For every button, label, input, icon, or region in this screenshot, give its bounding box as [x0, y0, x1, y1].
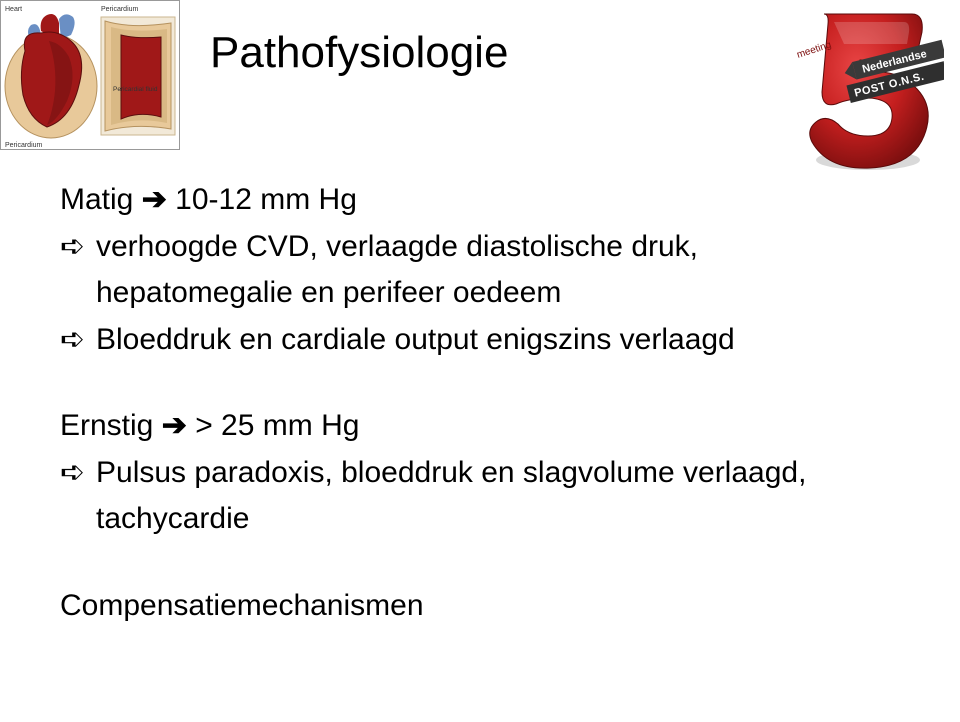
bullet-icon: ➪: [60, 453, 96, 494]
matig-pre: Matig: [60, 183, 142, 216]
spacer: [60, 546, 900, 586]
line-cvd: ➪ verhoogde CVD, verlaagde diastolische …: [60, 227, 900, 268]
line-compensatie: Compensatiemechanismen: [60, 586, 900, 627]
pericardium-label: Pericardium: [101, 6, 139, 13]
pericardium-label-2: Pericardium: [5, 142, 43, 149]
heart-svg: Heart Pericardium Pericardial fluid Peri…: [1, 1, 180, 150]
heart-label: Heart: [5, 6, 22, 13]
line-ernstig: Ernstig ➔ > 25 mm Hg: [60, 406, 900, 447]
bullet-icon: ➪: [60, 320, 96, 361]
text-ernstig: Ernstig ➔ > 25 mm Hg: [60, 406, 359, 447]
text-hepatomegalie: hepatomegalie en perifeer oedeem: [96, 273, 561, 314]
spacer: [60, 366, 900, 406]
logo-svg: meeting Nederlandse POST O.N.S.: [784, 4, 944, 174]
bullet-icon: ➪: [60, 227, 96, 268]
ernstig-post: > 25 mm Hg: [187, 409, 360, 442]
line-bloeddruk: ➪ Bloeddruk en cardiale output enigszins…: [60, 320, 900, 361]
text-cvd: verhoogde CVD, verlaagde diastolische dr…: [96, 227, 698, 268]
slide-title: Pathofysiologie: [210, 28, 508, 78]
ernstig-pre: Ernstig: [60, 409, 162, 442]
slide-body: Matig ➔ 10-12 mm Hg ➪ verhoogde CVD, ver…: [60, 180, 900, 632]
line-tachycardie: tachycardie: [60, 499, 900, 540]
event-logo: meeting Nederlandse POST O.N.S.: [784, 4, 944, 174]
arrow-icon: ➔: [142, 183, 167, 216]
line-hepatomegalie: hepatomegalie en perifeer oedeem: [60, 273, 900, 314]
pericardial-fluid-label: Pericardial fluid: [113, 86, 158, 93]
heart-illustration: Heart Pericardium Pericardial fluid Peri…: [0, 0, 180, 150]
text-compensatie: Compensatiemechanismen: [60, 586, 424, 627]
text-tachycardie: tachycardie: [96, 499, 249, 540]
line-matig: Matig ➔ 10-12 mm Hg: [60, 180, 900, 221]
arrow-icon: ➔: [162, 409, 187, 442]
text-matig: Matig ➔ 10-12 mm Hg: [60, 180, 357, 221]
line-pulsus: ➪ Pulsus paradoxis, bloeddruk en slagvol…: [60, 453, 900, 494]
matig-post: 10-12 mm Hg: [167, 183, 357, 216]
slide: Heart Pericardium Pericardial fluid Peri…: [0, 0, 960, 722]
text-bloeddruk: Bloeddruk en cardiale output enigszins v…: [96, 320, 735, 361]
text-pulsus: Pulsus paradoxis, bloeddruk en slagvolum…: [96, 453, 806, 494]
